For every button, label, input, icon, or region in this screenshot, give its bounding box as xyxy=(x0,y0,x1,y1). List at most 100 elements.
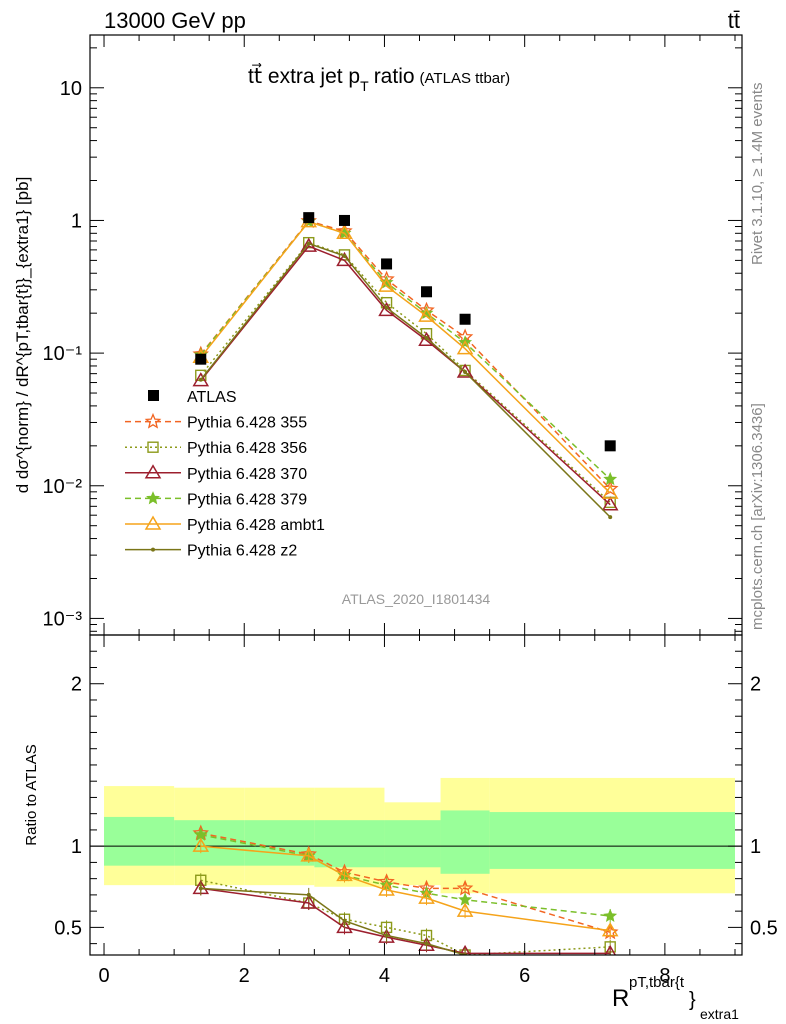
series-4-point xyxy=(418,307,435,322)
svg-text:extra1: extra1 xyxy=(700,1006,739,1022)
ratio-band-green xyxy=(489,812,735,869)
series-2-point xyxy=(418,331,435,347)
ratio-panel-frame xyxy=(89,634,743,956)
rivet-label: Rivet 3.1.10, ≥ 1.4M events xyxy=(749,83,766,266)
atlas-data-point xyxy=(338,214,350,226)
series-4-ratio-point xyxy=(378,881,395,896)
series-3-ratio-point xyxy=(193,827,208,841)
svg-text:}: } xyxy=(689,989,696,1011)
series-3-ratio-point xyxy=(603,908,618,922)
legend-label-4: Pythia 6.428 ambt1 xyxy=(187,517,325,534)
x-label-sup: pT,tbar{t xyxy=(629,974,685,991)
y-tick-label-top: 1 xyxy=(71,210,82,232)
series-1-point xyxy=(303,236,315,249)
y-axis-label-ratio: Ratio to ATLAS xyxy=(23,744,40,845)
x-label-base: R xyxy=(612,985,629,1012)
atlas-data-point xyxy=(381,258,393,270)
series-5-point xyxy=(424,335,429,340)
series-5-ratio-point xyxy=(198,886,203,891)
title-small: (ATLAS ttbar) xyxy=(420,70,511,87)
series-2-point xyxy=(456,363,474,378)
series-4-point xyxy=(601,484,619,499)
ratio-band-green xyxy=(244,820,315,866)
svg-text:R: R xyxy=(612,985,629,1012)
series-2-ratio-point xyxy=(604,944,617,955)
x-tick-label: 0 xyxy=(98,965,109,987)
chart-title: tt⃗ extra jet pT ratio (ATLAS ttbar) xyxy=(248,63,510,94)
y-tick-label-ratio: 0.5 xyxy=(54,917,82,939)
legend-label-2: Pythia 6.428 370 xyxy=(187,466,307,483)
series-0-ratio-point xyxy=(456,879,474,896)
y-tick-label-top: 10⁻³ xyxy=(43,608,83,630)
title-sub: T xyxy=(360,78,369,94)
atlas-data-point xyxy=(303,212,315,224)
mcplots-label: mcplots.cern.ch [arXiv:1306.3436] xyxy=(749,403,766,630)
atlas-data-point xyxy=(604,440,616,452)
y-tick-label-ratio: 2 xyxy=(71,674,82,696)
y-tick-label-top: 10⁻² xyxy=(43,476,83,498)
legend-marker-0 xyxy=(144,412,162,429)
series-4-ratio-point xyxy=(336,866,353,882)
svg-text:pT,tbar{t: pT,tbar{t xyxy=(629,974,685,991)
title-main: tt⃗ extra jet p xyxy=(248,63,360,88)
x-tick-label: 2 xyxy=(239,965,250,987)
series-5-point xyxy=(608,515,613,520)
series-5-point xyxy=(198,377,203,382)
series-5-point xyxy=(463,370,468,375)
y-axis-label-top: d dσ^{norm} / dR^{pT,tbar{t}}_{extra1} [… xyxy=(13,177,32,494)
header-right-label: tt̄ xyxy=(728,8,740,33)
series-4-point xyxy=(456,340,474,355)
series-4-point xyxy=(378,277,395,292)
series-4-ratio-point xyxy=(300,847,318,862)
legend-marker-1 xyxy=(147,441,159,453)
ratio-band-green xyxy=(104,816,175,866)
y-tick-label-top: 10⁻¹ xyxy=(43,343,83,365)
legend-atlas-label: ATLAS xyxy=(187,389,237,406)
legend: ATLAS Pythia 6.428 355 Pythia 6.428 356 Pyt… xyxy=(125,389,325,560)
series-5-point xyxy=(306,241,311,246)
series-2-ratio-point xyxy=(336,918,353,934)
x-axis-label: R pT,tbar{t } extra1 xyxy=(612,974,739,1022)
legend-marker-5 xyxy=(151,547,155,552)
atlas-data-point xyxy=(421,286,433,298)
series-2-point xyxy=(601,496,619,511)
series-ratio-line-2 xyxy=(200,887,611,955)
ratio-band-green xyxy=(440,810,490,874)
series-4-ratio-point xyxy=(601,922,619,937)
y-tick-label-ratio-right: 2 xyxy=(750,674,761,696)
y-tick-label-ratio-right: 0.5 xyxy=(750,917,778,939)
series-2-point xyxy=(192,372,210,387)
ratio-band-green xyxy=(384,820,441,868)
series-3-point xyxy=(603,471,618,486)
legend-marker-4 xyxy=(144,515,162,530)
x-tick-label: 8 xyxy=(659,965,670,987)
series-5-point xyxy=(342,253,347,258)
title-tail: ratio xyxy=(374,65,415,88)
y-tick-label-top: 10 xyxy=(60,78,82,100)
ratio-band-green xyxy=(314,820,385,868)
series-4-ratio-point xyxy=(456,902,474,917)
atlas-data-point xyxy=(195,353,207,365)
series-4-ratio-point xyxy=(418,889,435,904)
series-5-ratio-point xyxy=(608,958,612,962)
legend-label-5: Pythia 6.428 z2 xyxy=(187,543,297,560)
series-0-point xyxy=(601,479,619,496)
legend-marker-2 xyxy=(144,464,162,479)
analysis-id-label: ATLAS_2020_I1801434 xyxy=(342,591,491,607)
atlas-data-point xyxy=(459,313,471,325)
y-tick-label-ratio: 1 xyxy=(71,836,82,858)
series-5-ratio-point xyxy=(384,933,389,938)
legend-label-3: Pythia 6.428 379 xyxy=(187,491,307,508)
legend-label-0: Pythia 6.428 355 xyxy=(187,415,307,432)
y-tick-label-ratio-right: 1 xyxy=(750,836,761,858)
ratio-band-green xyxy=(174,820,245,866)
series-4-ratio-point xyxy=(192,837,210,852)
series-ratio-line-5 xyxy=(200,887,488,955)
series-2-ratio-point xyxy=(459,944,471,955)
x-tick-label: 4 xyxy=(379,965,390,987)
series-2-point xyxy=(378,301,395,317)
x-label-brace: } xyxy=(689,989,696,1011)
series-4-point xyxy=(336,224,353,240)
